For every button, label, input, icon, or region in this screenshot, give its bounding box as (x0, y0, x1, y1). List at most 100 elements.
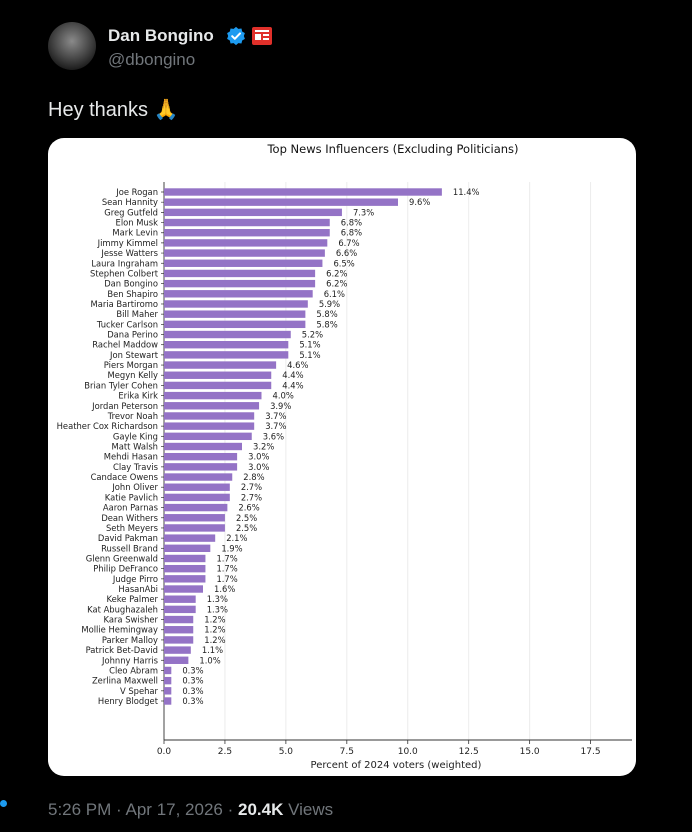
x-axis-label: Percent of 2024 voters (weighted) (311, 760, 482, 771)
data-label: 6.7% (338, 238, 359, 248)
category-label: Stephen Colbert (90, 268, 159, 278)
verified-badge-icon[interactable] (226, 26, 246, 46)
affiliation-badge-icon[interactable] (252, 27, 272, 45)
data-label: 0.3% (182, 665, 203, 675)
bar (164, 310, 306, 318)
data-label: 2.6% (238, 503, 259, 513)
bar (164, 259, 323, 267)
tweet-date[interactable]: Apr 17, 2026 (125, 800, 223, 819)
data-label: 6.5% (333, 258, 354, 268)
data-label: 6.2% (326, 279, 347, 289)
category-label: Rachel Maddow (92, 340, 158, 350)
data-label: 1.7% (216, 564, 237, 574)
bar (164, 422, 255, 430)
category-label: Sean Hannity (102, 197, 158, 207)
bar (164, 320, 306, 329)
category-label: Jimmy Kimmel (97, 238, 158, 248)
category-label: Maria Bartiromo (90, 299, 158, 309)
author-name[interactable]: Dan Bongino (108, 26, 214, 45)
category-label: Piers Morgan (104, 360, 158, 370)
data-label: 5.9% (319, 299, 340, 309)
bar (164, 676, 172, 685)
category-label: Mollie Hemingway (81, 625, 158, 635)
category-label: Jordan Peterson (91, 401, 158, 411)
category-label: Tucker Carlson (96, 319, 158, 329)
bar (164, 636, 194, 644)
author-handle[interactable]: @dbongino (108, 50, 196, 69)
bar (164, 208, 342, 217)
data-label: 3.0% (248, 462, 269, 472)
category-label: Dan Bongino (104, 279, 158, 289)
data-label: 1.1% (202, 645, 223, 655)
category-label: Dana Perino (107, 330, 158, 340)
category-label: Parker Malloy (102, 635, 158, 645)
category-label: Keke Palmer (107, 594, 159, 604)
views-count: 20.4K (238, 800, 284, 819)
unread-indicator-dot (0, 800, 7, 807)
data-label: 1.7% (216, 553, 237, 563)
x-tick-label: 7.5 (340, 747, 354, 757)
avatar[interactable] (48, 22, 96, 70)
x-tick-label: 12.5 (459, 747, 479, 757)
tweet-meta: 5:26 PM · Apr 17, 2026 · 20.4K Views (48, 800, 333, 820)
category-label: Dean Withers (101, 513, 158, 523)
bar (164, 564, 206, 573)
bar (164, 554, 206, 563)
category-label: Cleo Abram (109, 665, 158, 675)
bar (164, 341, 289, 349)
category-label: Kara Swisher (104, 615, 159, 625)
category-label: Ben Shapiro (107, 289, 158, 299)
data-label: 0.3% (182, 686, 203, 696)
data-label: 2.7% (241, 482, 262, 492)
category-label: Kat Abughazaleh (87, 604, 158, 614)
meta-separator: · (227, 800, 234, 819)
bar (164, 300, 308, 308)
bar (164, 188, 442, 196)
data-label: 6.1% (324, 289, 345, 299)
category-label: Zerlina Maxwell (92, 676, 158, 686)
tweet-time[interactable]: 5:26 PM (48, 800, 112, 819)
x-tick-label: 17.5 (581, 747, 601, 757)
data-label: 3.0% (248, 452, 269, 462)
category-label: Russell Brand (101, 543, 158, 553)
chart-image[interactable]: Top News Influencers (Excluding Politici… (48, 138, 636, 776)
category-label: Erika Kirk (118, 391, 158, 401)
x-tick-label: 0.0 (157, 747, 172, 757)
data-label: 1.3% (207, 604, 228, 614)
bar (164, 198, 398, 206)
category-label: Candace Owens (91, 472, 158, 482)
category-label: Trevor Noah (107, 411, 158, 421)
bar (164, 402, 260, 410)
category-label: Matt Walsh (112, 442, 158, 452)
bar (164, 381, 272, 390)
bar (164, 229, 330, 237)
bar (164, 656, 189, 664)
bar (164, 646, 191, 654)
data-label: 5.8% (316, 319, 337, 329)
bar (164, 544, 211, 552)
x-tick-label: 10.0 (398, 747, 418, 757)
bar-chart: Top News Influencers (Excluding Politici… (57, 142, 632, 771)
data-label: 4.6% (287, 360, 308, 370)
bar (164, 503, 228, 512)
data-label: 2.5% (236, 523, 257, 533)
category-label: Bill Maher (116, 309, 158, 319)
x-tick-label: 5.0 (279, 747, 294, 757)
category-label: Jesse Watters (100, 248, 158, 258)
category-label: Laura Ingraham (91, 258, 158, 268)
bar (164, 452, 238, 461)
bar (164, 279, 316, 288)
category-label: Mark Levin (112, 228, 158, 238)
data-label: 0.3% (182, 696, 203, 706)
category-label: Aaron Parnas (103, 503, 158, 513)
data-label: 1.9% (221, 543, 242, 553)
bar (164, 493, 230, 502)
bar (164, 615, 194, 624)
x-tick-label: 15.0 (520, 747, 540, 757)
category-label: Patrick Bet-David (86, 645, 158, 655)
data-label: 4.4% (282, 370, 303, 380)
data-label: 1.7% (216, 574, 237, 584)
data-label: 1.3% (207, 594, 228, 604)
data-label: 6.6% (336, 248, 357, 258)
bar (164, 473, 233, 481)
